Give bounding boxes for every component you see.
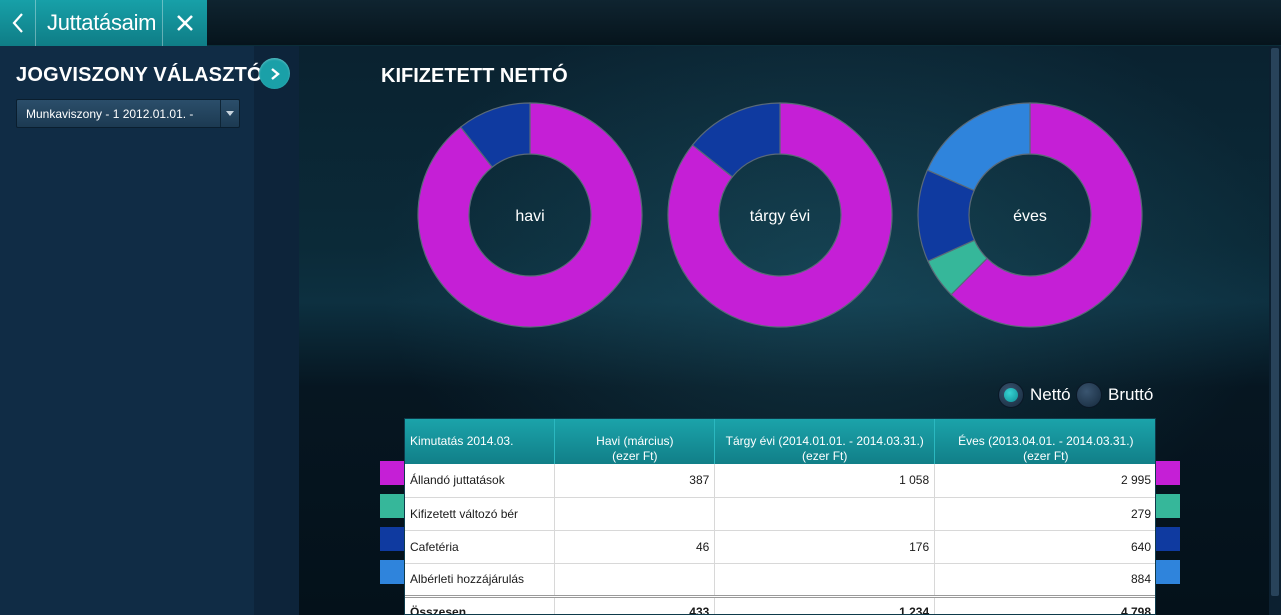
close-button[interactable] [162,0,207,46]
table-row[interactable]: Cafetéria 46 176 640 [405,530,1155,564]
chevron-right-icon [270,67,280,80]
app-tab: Juttatásaim [0,0,207,46]
legend-swatch-alberleti-left [380,560,404,584]
row-label: Albérleti hozzájárulás [405,563,556,597]
donut-slice[interactable] [417,102,643,328]
table-row[interactable]: Albérleti hozzájárulás 884 [405,563,1155,597]
donut-slice[interactable] [926,102,1031,192]
tab-title: Juttatásaim [47,10,157,35]
header-eves-text: Éves (2013.04.01. - 2014.03.31.) (ezer F… [958,434,1134,463]
donut-center-label: éves [1013,208,1047,225]
table-total-row: Összesen 433 1 234 4 798 [405,594,1155,614]
employment-select[interactable]: Munkaviszony - 1 2012.01.01. - [16,99,240,128]
cell-eves: 640 [934,530,1155,564]
legend-swatch-valtozo-right [1156,494,1180,518]
employment-select-value: Munkaviszony - 1 2012.01.01. - [26,106,194,121]
brutto-label: Bruttó [1108,385,1154,404]
radio-selected-dot [1004,388,1018,402]
cell-targy: 176 [714,530,936,564]
total-targy: 1 234 [714,594,936,614]
header-kimutatas-text: Kimutatás 2014.03. [410,434,514,448]
page-title: KIFIZETETT NETTÓ [381,65,568,87]
donut-center-label: tárgy évi [750,208,810,225]
cell-eves: 884 [934,563,1155,597]
header-havi: Havi (március) (ezer Ft) [554,419,716,464]
netto-radio[interactable] [998,382,1024,408]
back-button[interactable] [0,0,36,46]
brutto-toggle[interactable]: Bruttó [1076,381,1153,409]
cell-havi: 387 [554,464,716,498]
total-havi: 433 [554,594,716,614]
scrollbar-thumb[interactable] [1271,48,1279,596]
brutto-radio[interactable] [1076,382,1102,408]
cell-havi: 46 [554,530,716,564]
cell-targy [714,497,936,531]
legend-swatch-valtozo-left [380,494,404,518]
cell-eves: 279 [934,497,1155,531]
table-header-row: Kimutatás 2014.03. Havi (március) (ezer … [405,419,1155,464]
netto-label: Nettó [1030,385,1071,404]
legend-swatch-alberleti-right [1156,560,1180,584]
table-row[interactable]: Kifizetett változó bér 279 [405,497,1155,531]
total-eves: 4 798 [934,594,1155,614]
donut-slice[interactable] [950,102,1143,328]
sidebar [0,46,254,615]
legend-swatch-cafeteria-right [1156,527,1180,551]
legend-swatch-allando-right [1156,461,1180,485]
donut-charts: havi tárgy évi éves [417,102,1143,328]
header-eves: Éves (2013.04.01. - 2014.03.31.) (ezer F… [935,419,1155,464]
legend-swatch-cafeteria-left [380,527,404,551]
legend-swatch-allando-left [380,461,404,485]
row-label: Állandó juttatások [405,464,556,498]
close-icon [177,15,193,31]
cell-havi [554,563,716,597]
cell-targy [714,563,936,597]
header-targy-evi-text: Tárgy évi (2014.01.01. - 2014.03.31.) (e… [725,434,924,463]
table-row[interactable]: Állandó juttatások 387 1 058 2 995 [405,464,1155,498]
header-targy-evi: Tárgy évi (2014.01.01. - 2014.03.31.) (e… [714,419,936,464]
summary-table: Kimutatás 2014.03. Havi (március) (ezer … [404,418,1156,615]
cell-targy: 1 058 [714,464,936,498]
donut-slice[interactable] [691,102,781,178]
netto-toggle[interactable]: Nettó [998,381,1071,409]
total-label: Összesen [405,594,556,614]
chevron-left-icon [12,13,23,33]
row-label: Kifizetett változó bér [405,497,556,531]
cell-eves: 2 995 [934,464,1155,498]
sidebar-title: JOGVISZONY VÁLASZTÓ [16,64,263,86]
header-havi-text: Havi (március) (ezer Ft) [596,434,674,463]
top-bar [0,0,1281,46]
donut-slice[interactable] [667,102,893,328]
cell-havi [554,497,716,531]
donut-center-label: havi [515,208,544,225]
expand-sidebar-button[interactable] [259,58,290,89]
sidebar-rail [254,46,299,615]
donut-slice[interactable] [459,102,531,168]
header-kimutatas: Kimutatás 2014.03. [405,419,556,464]
dropdown-arrow-icon[interactable] [220,100,239,127]
row-label: Cafetéria [405,530,556,564]
